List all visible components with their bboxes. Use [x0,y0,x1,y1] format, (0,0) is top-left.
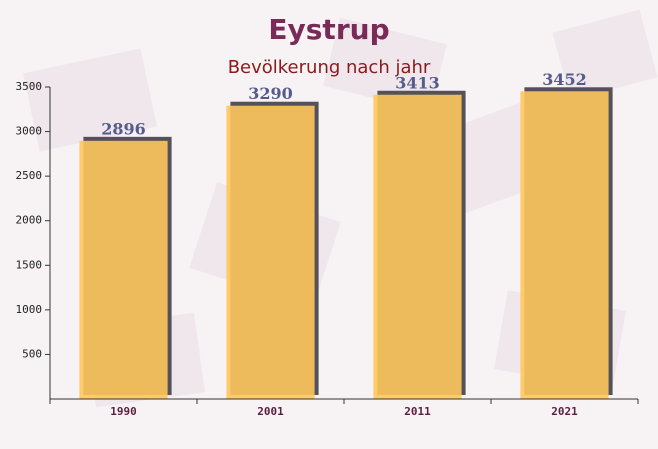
x-tick-label: 2021 [551,405,578,418]
value-label: 3452 [542,70,587,89]
y-tick-label: 500 [22,347,42,360]
y-tick-label: 1500 [16,258,43,271]
y-tick-label: 3500 [16,80,43,93]
y-tick-label: 2500 [16,169,43,182]
x-tick-label: 2011 [404,405,431,418]
bar [520,91,609,399]
value-label: 2896 [101,119,146,138]
value-label: 3290 [248,84,293,103]
y-tick-label: 1000 [16,303,43,316]
bar [79,140,168,399]
x-tick-label: 2001 [257,405,284,418]
value-label: 3413 [395,73,440,92]
y-tick-label: 3000 [16,125,43,138]
y-tick-label: 2000 [16,214,43,227]
chart-title: Eystrup [268,13,389,46]
bar [373,94,462,399]
bar [226,105,315,399]
chart-subtitle: Bevölkerung nach jahr [228,57,431,78]
x-tick-label: 1990 [110,405,137,418]
